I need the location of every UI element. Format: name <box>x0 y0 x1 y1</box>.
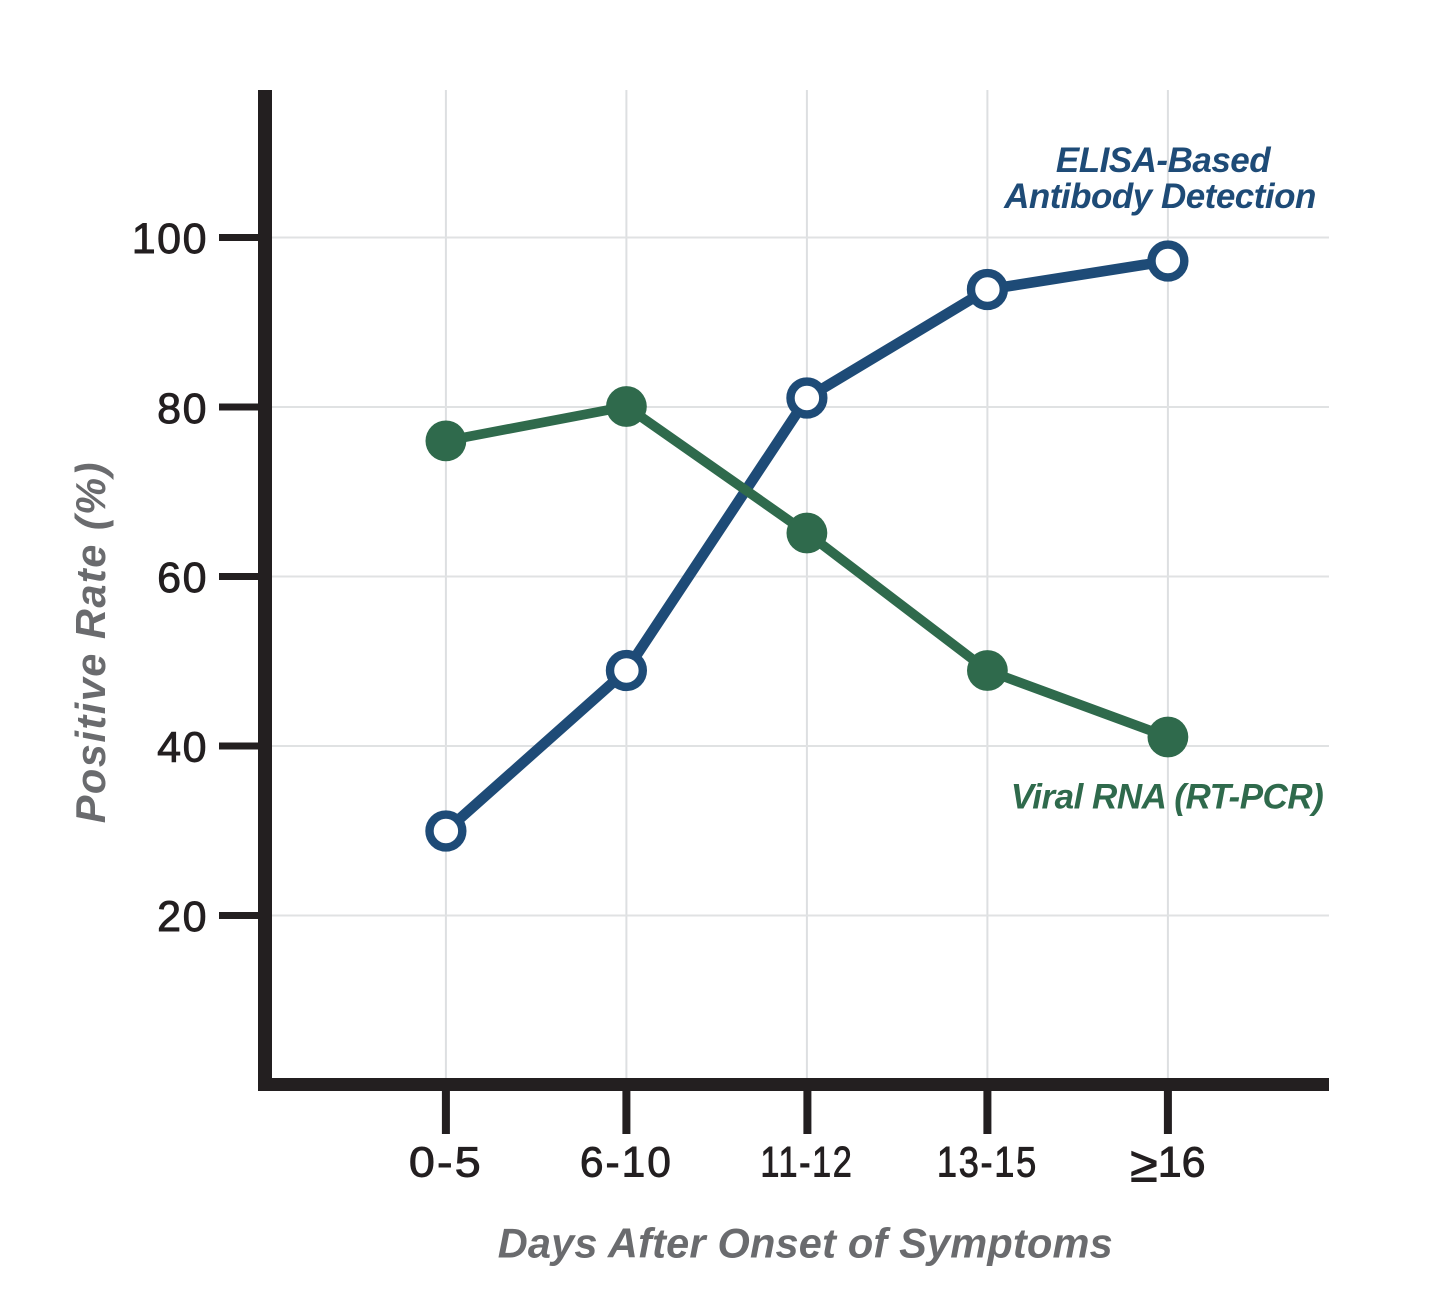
svg-text:60: 60 <box>157 554 208 602</box>
svg-text:80: 80 <box>157 385 208 433</box>
svg-text:13-15: 13-15 <box>937 1139 1038 1187</box>
svg-text:11-12: 11-12 <box>760 1139 853 1187</box>
svg-text:6-10: 6-10 <box>580 1139 673 1187</box>
svg-text:20: 20 <box>157 893 208 941</box>
svg-text:≥16: ≥16 <box>1130 1137 1205 1193</box>
svg-text:Viral RNA (RT-PCR): Viral RNA (RT-PCR) <box>1011 778 1324 817</box>
svg-text:100: 100 <box>132 215 208 263</box>
svg-text:0-5: 0-5 <box>409 1139 483 1187</box>
svg-text:40: 40 <box>157 724 208 772</box>
svg-text:Positive Rate (%): Positive Rate (%) <box>67 461 114 823</box>
svg-text:Antibody Detection: Antibody Detection <box>1003 177 1316 216</box>
svg-text:Days After Onset of Symptoms: Days After Onset of Symptoms <box>498 1220 1113 1267</box>
svg-text:ELISA-Based: ELISA-Based <box>1056 141 1271 180</box>
